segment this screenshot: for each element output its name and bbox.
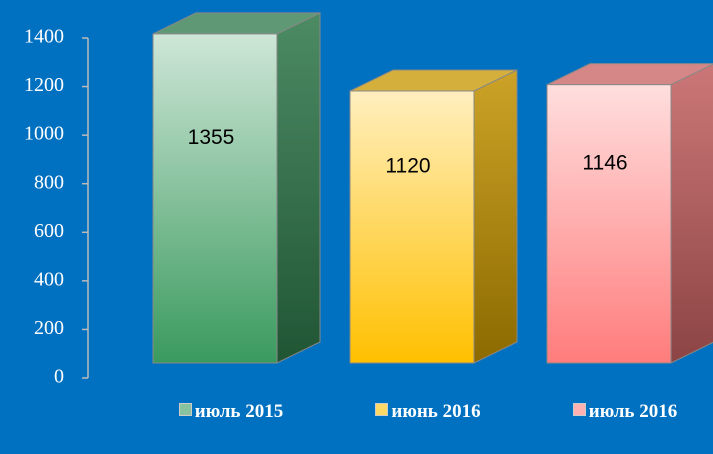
legend-swatch — [178, 403, 192, 416]
y-tick-label: 200 — [34, 317, 64, 339]
legend-entry: июль 2015 — [176, 397, 286, 427]
legend-swatch — [572, 403, 586, 416]
y-tick-label: 1000 — [24, 123, 64, 145]
bar — [546, 84, 672, 364]
value-label: 1146 — [582, 151, 627, 174]
bar-side — [473, 69, 518, 364]
y-tick-label: 0 — [54, 366, 64, 388]
y-tick-label: 1200 — [24, 74, 64, 96]
bar-side — [276, 12, 321, 364]
legend-entry: июль 2016 — [570, 397, 680, 427]
legend-label: июль 2015 — [194, 401, 284, 422]
value-label: 1355 — [188, 126, 235, 149]
bar-side — [670, 63, 713, 364]
legend-entry: июнь 2016 — [373, 397, 483, 427]
y-tick-label: 400 — [34, 268, 64, 290]
y-tick-label: 1400 — [24, 26, 64, 48]
y-tick-label: 600 — [34, 220, 64, 242]
legend-label: июль 2016 — [588, 401, 678, 422]
value-label: 1120 — [385, 155, 430, 178]
legend-swatch — [375, 403, 389, 416]
bar — [152, 33, 278, 364]
y-tick-label: 800 — [34, 171, 64, 193]
bar — [349, 90, 475, 364]
legend-label: июнь 2016 — [391, 401, 481, 422]
